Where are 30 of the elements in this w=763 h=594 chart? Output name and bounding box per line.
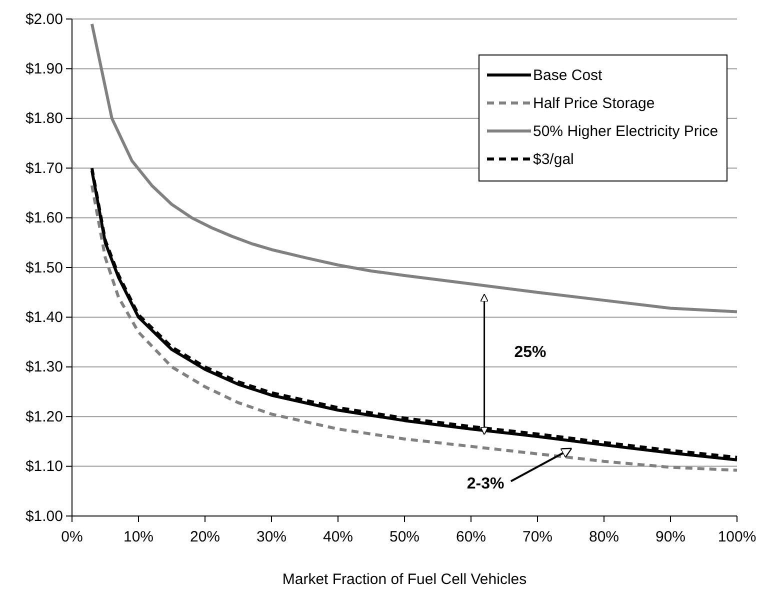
x-tick-label: 70% <box>522 528 553 546</box>
x-tick-label: 90% <box>655 528 686 546</box>
y-tick-label: $1.10 <box>25 458 63 476</box>
x-tick-label: 60% <box>456 528 486 546</box>
line-series <box>90 22 738 314</box>
y-tick-label: $1.90 <box>25 60 63 78</box>
x-tick-label: 10% <box>123 528 154 546</box>
y-tick-label: $1.20 <box>25 408 63 426</box>
x-tick-label: 100% <box>718 528 756 546</box>
x-tick-label: 0% <box>61 528 83 546</box>
y-tick-label: $1.40 <box>25 309 63 326</box>
legend-label: Half Price Storage <box>533 95 655 112</box>
y-tick-label: $1.00 <box>25 508 63 525</box>
x-axis-title: Market Fraction of Fuel Cell Vehicles <box>282 571 527 588</box>
x-tick-label: 30% <box>256 528 287 546</box>
y-tick-label: $2.00 <box>25 10 63 28</box>
y-tick-label: $1.80 <box>25 110 63 128</box>
legend-label: $3/gal <box>533 151 574 168</box>
x-tick-label: 40% <box>322 528 354 546</box>
y-tick-label: $1.70 <box>25 160 63 177</box>
annotation: 2-3% <box>466 476 504 493</box>
annotation: 25% <box>514 344 546 361</box>
x-tick-label: 50% <box>389 528 420 546</box>
y-tick-label: $1.30 <box>25 358 63 376</box>
y-tick-label: $1.60 <box>25 210 63 227</box>
legend-label: 50% Higher Electricity Price <box>533 123 718 140</box>
x-tick-label: 80% <box>588 528 620 546</box>
x-tick-label: 20% <box>190 528 220 546</box>
legend-label: Base Cost <box>533 67 604 84</box>
y-tick-label: $1.50 <box>25 259 63 276</box>
